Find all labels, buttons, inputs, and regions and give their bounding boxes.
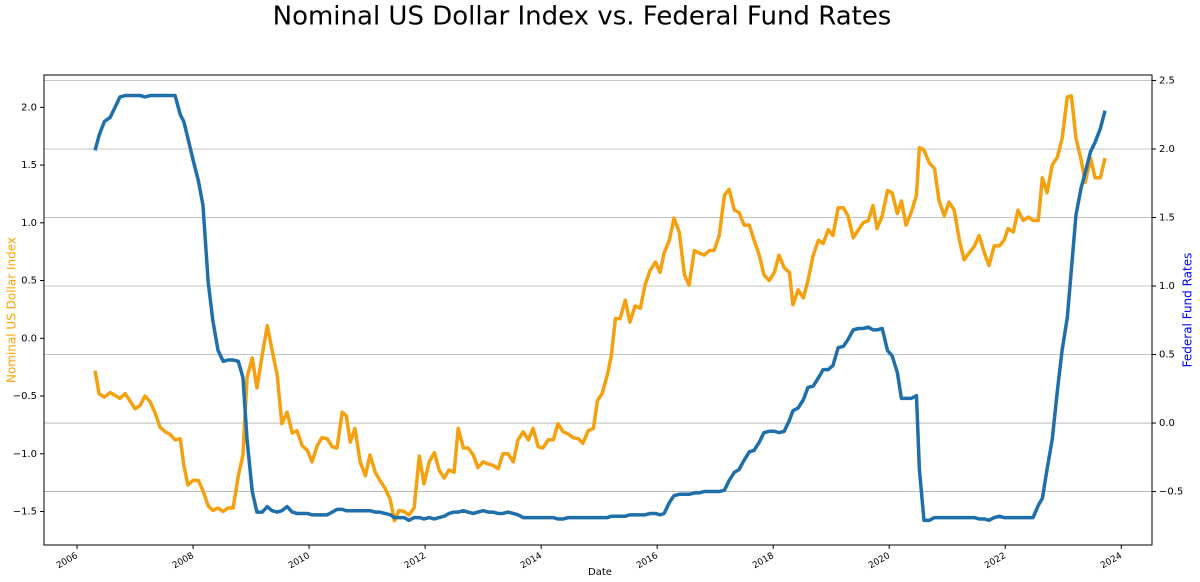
y2-tick-label: 1.0 [1159,281,1175,292]
y2-tick-label: 2.5 [1159,75,1175,86]
y-tick-label: 1.0 [21,218,37,229]
y2-tick-label: 2.0 [1159,144,1175,155]
x-tick-label: 2006 [55,551,80,571]
y2-tick-label: 0.5 [1159,350,1175,361]
x-tick-label: 2010 [287,551,312,571]
y2-tick-label: −0.5 [1159,487,1183,498]
x-axis-label: Date [588,567,612,578]
y-tick-label: 0.5 [21,276,37,287]
x-tick-label: 2020 [867,551,892,571]
y-axis-label: Nominal US Dollar Index [5,237,19,383]
x-tick-label: 2016 [635,551,660,571]
y2-tick-label: 0.0 [1159,418,1175,429]
x-tick-label: 2012 [403,551,428,571]
y-tick-label: −1.5 [13,507,37,518]
x-tick-label: 2024 [1099,551,1124,571]
line-series [93,94,1107,523]
y2-axis-label: Federal Fund Rates [1181,253,1195,368]
y-tick-label: 1.5 [21,160,37,171]
x-tick-label: 2022 [983,551,1008,571]
y2-tick-label: 1.5 [1159,213,1175,224]
x-tick-label: 2008 [171,551,196,571]
line-series [93,93,1107,523]
plot-frame [43,74,1153,546]
y-tick-label: 2.0 [21,102,37,113]
y-tick-label: 0.0 [21,333,37,344]
chart-title: Nominal US Dollar Index vs. Federal Fund… [273,2,892,32]
y-tick-label: −0.5 [13,391,37,402]
x-tick-label: 2018 [751,551,776,571]
x-tick-label: 2014 [519,551,544,571]
y-tick-label: −1.0 [13,449,37,460]
